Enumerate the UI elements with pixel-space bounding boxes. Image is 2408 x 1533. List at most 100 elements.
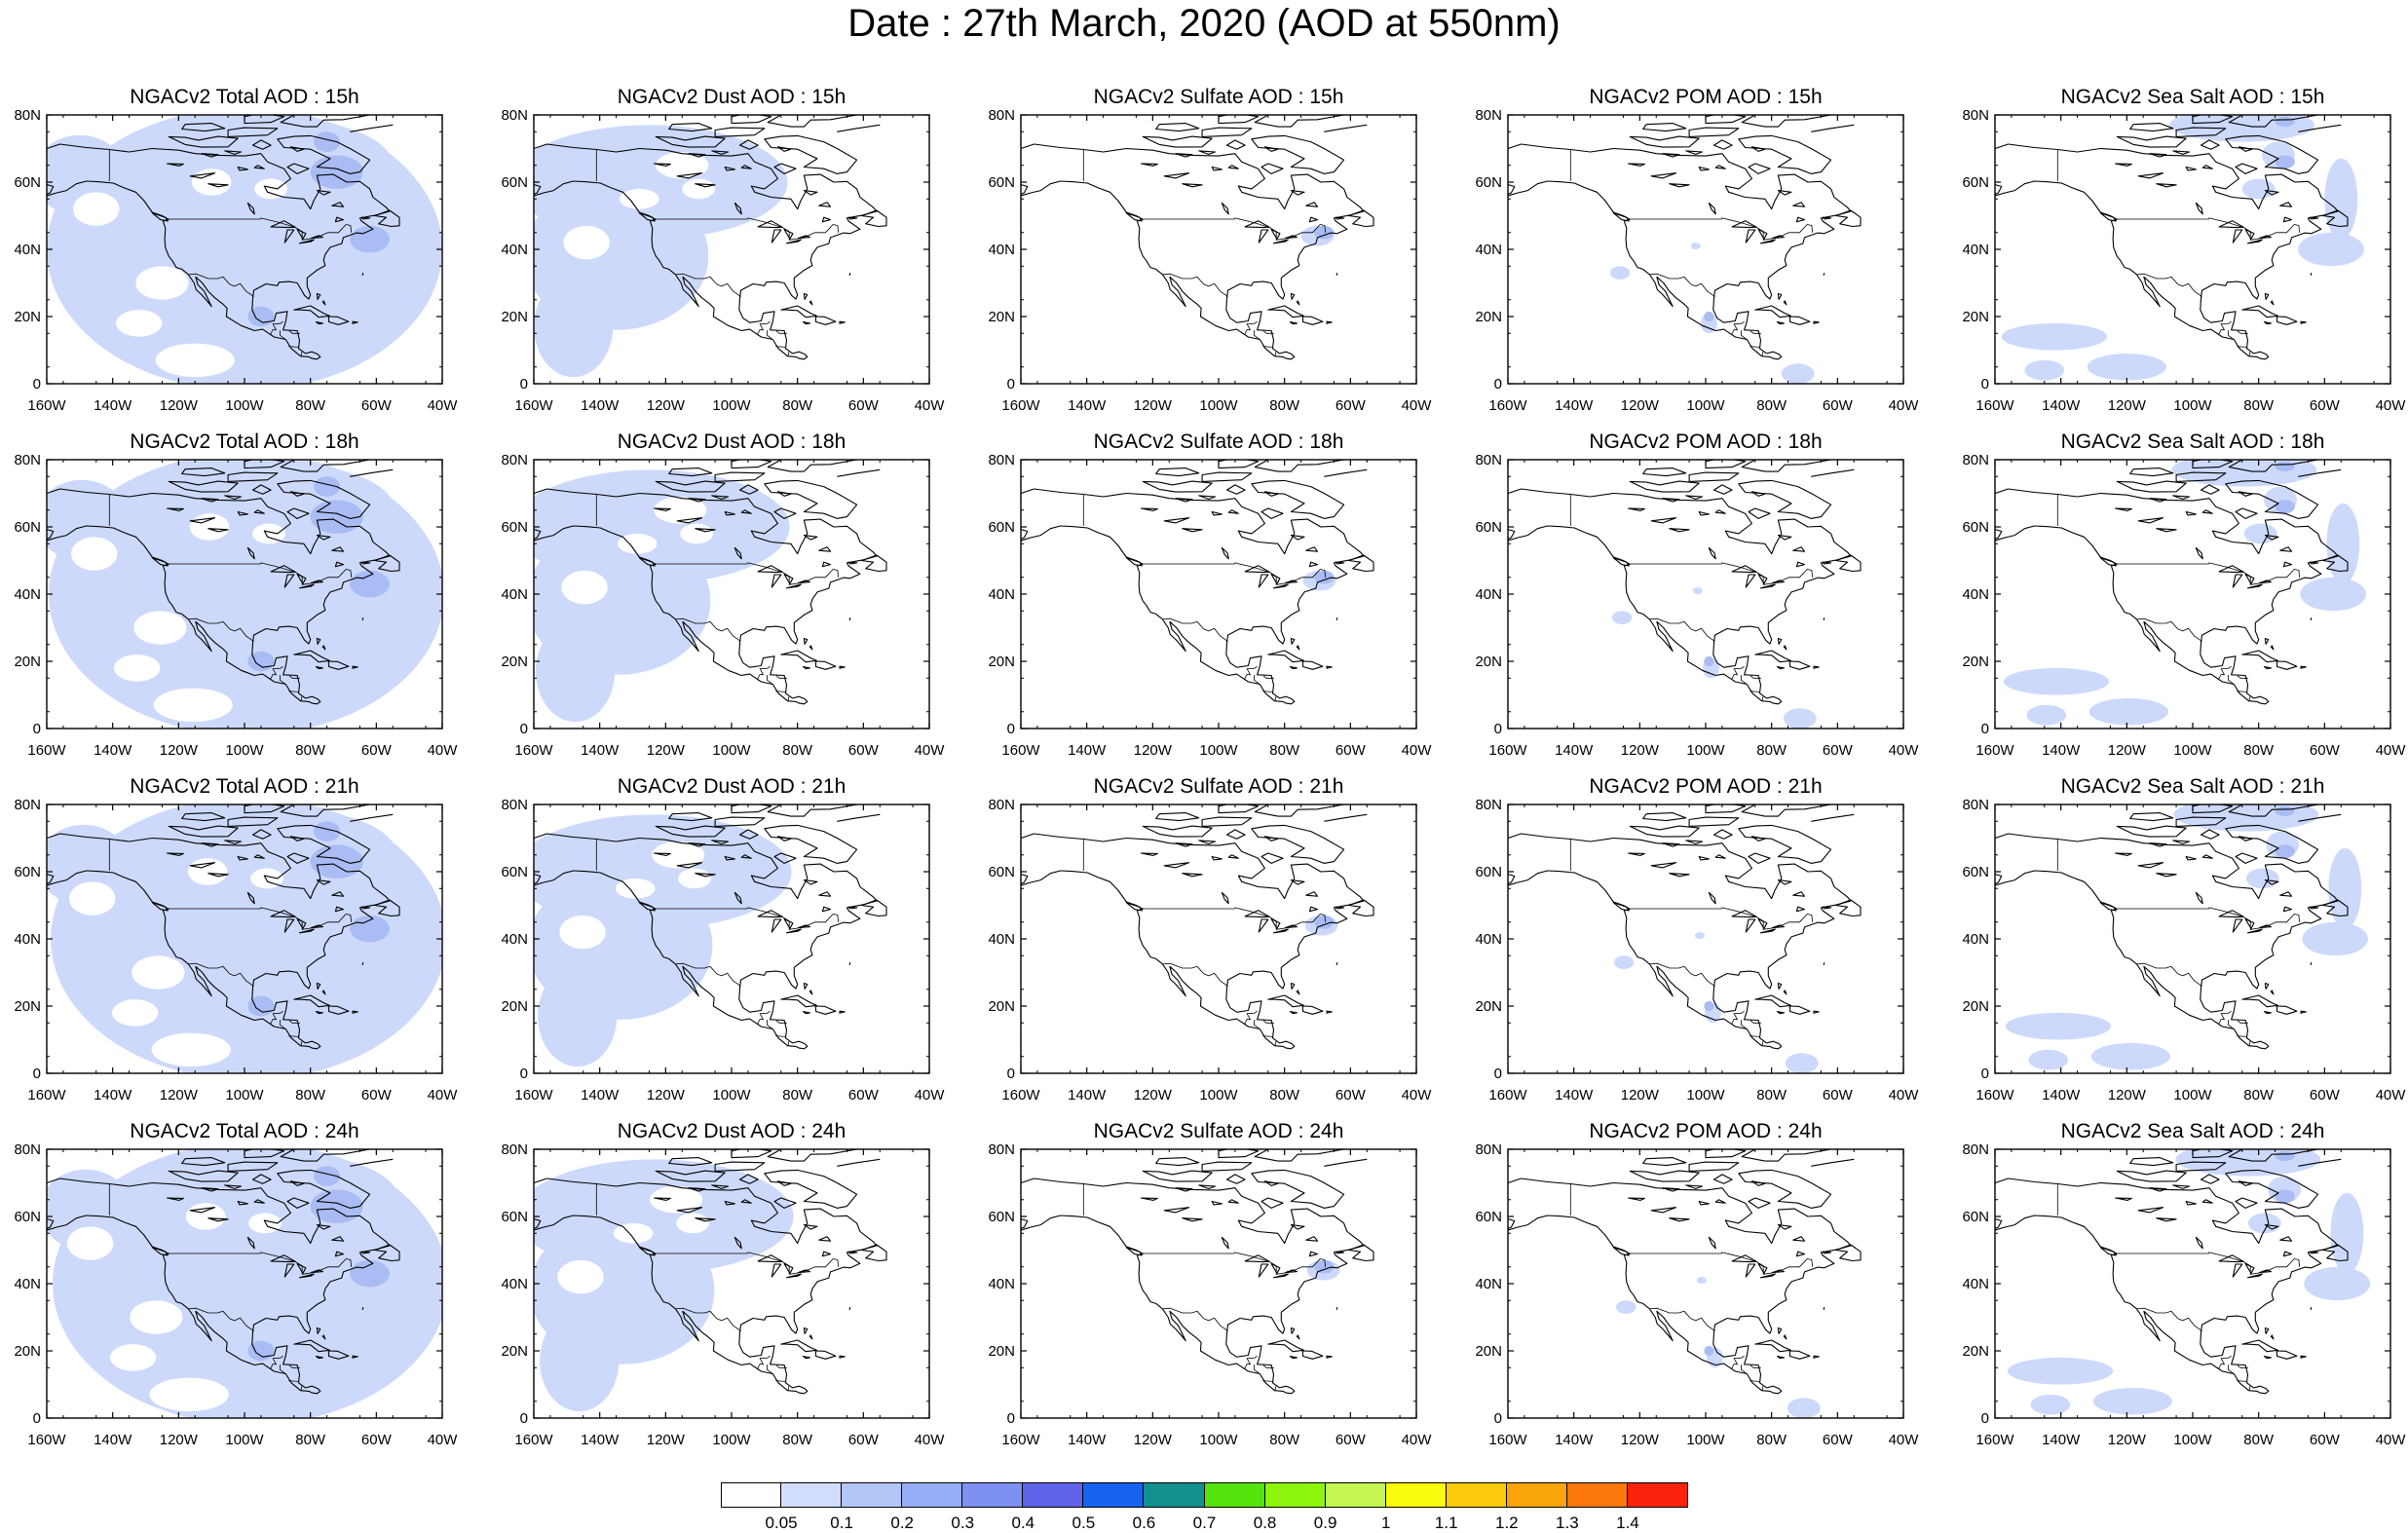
x-tick-label: 80W bbox=[782, 1087, 813, 1103]
y-tick-label: 40N bbox=[1475, 931, 1502, 948]
aod-clear-region bbox=[559, 915, 606, 950]
aod-field bbox=[1300, 225, 1335, 246]
x-tick-label: 140W bbox=[2042, 1087, 2081, 1103]
y-tick-label: 0 bbox=[33, 1066, 41, 1082]
x-tick-label: 40W bbox=[1402, 742, 1433, 759]
colorbar-label: 0.6 bbox=[1132, 1514, 1156, 1532]
y-tick-label: 40N bbox=[501, 1276, 528, 1292]
x-tick-label: 160W bbox=[27, 742, 66, 759]
colorbar-box bbox=[1506, 1482, 1567, 1508]
coastlines bbox=[534, 804, 887, 1050]
aod-region bbox=[168, 1152, 399, 1248]
y-tick-label: 60N bbox=[14, 864, 41, 880]
y-tick-label: 0 bbox=[1494, 1410, 1502, 1427]
aod-field bbox=[1609, 243, 1815, 384]
plot-frame bbox=[1507, 804, 1904, 1074]
colorbar-label: 0.5 bbox=[1072, 1514, 1096, 1532]
panel-title: NGACv2 Dust AOD : 18h bbox=[617, 430, 847, 453]
x-tick-label: 80W bbox=[2243, 1432, 2275, 1448]
y-tick-label: 0 bbox=[1007, 1410, 1015, 1427]
x-tick-label: 40W bbox=[2376, 397, 2407, 414]
aod-field bbox=[534, 1159, 794, 1412]
x-tick-label: 160W bbox=[1001, 397, 1040, 414]
x-tick-label: 60W bbox=[848, 397, 880, 414]
coastlines bbox=[1995, 115, 2349, 360]
colorbar-label: 0.05 bbox=[765, 1514, 798, 1532]
y-tick-label: 40N bbox=[988, 586, 1015, 603]
y-tick-label: 60N bbox=[501, 519, 528, 536]
y-tick-label: 0 bbox=[520, 721, 528, 737]
aod-clear-region bbox=[650, 1185, 703, 1214]
aod-clear-region bbox=[187, 858, 228, 885]
x-tick-label: 140W bbox=[2042, 742, 2081, 759]
map-panel: NGACv2 Total AOD : 24h 0 20N 40N 60N 80N 160W 1… bbox=[0, 1120, 487, 1466]
x-tick-label: 100W bbox=[225, 397, 264, 414]
y-tick-label: 60N bbox=[14, 1209, 41, 1225]
x-tick-label: 100W bbox=[1199, 1087, 1238, 1103]
y-tick-label: 80N bbox=[14, 1141, 41, 1158]
y-tick-label: 40N bbox=[501, 586, 528, 603]
main-title: Date : 27th March, 2020 (AOD at 550nm) bbox=[847, 2, 1561, 45]
coastlines bbox=[1508, 804, 1862, 1050]
aod-clear-region bbox=[185, 1203, 226, 1230]
map-plot: 0 20N 40N 60N 80N 160W 140W 120W 100W 80W 60W 40W bbox=[1962, 107, 2407, 414]
panel-title: NGACv2 Total AOD : 18h bbox=[130, 430, 359, 453]
aod-region bbox=[2241, 178, 2276, 200]
aod-field bbox=[47, 115, 442, 384]
aod-clear-region bbox=[73, 192, 120, 226]
colorbar-box bbox=[1083, 1482, 1145, 1508]
aod-clear-region bbox=[613, 1222, 654, 1244]
map-panel: NGACv2 POM AOD : 18h 0 20N 40N 60N 80N 160W 140… bbox=[1461, 430, 1948, 776]
aod-region bbox=[2304, 1266, 2371, 1301]
colorbar-box bbox=[1325, 1482, 1386, 1508]
aod-region bbox=[1783, 708, 1817, 729]
x-tick-label: 40W bbox=[1402, 397, 1433, 414]
coastlines bbox=[1021, 460, 1374, 705]
y-tick-label: 40N bbox=[1475, 242, 1502, 258]
y-tick-label: 60N bbox=[501, 1209, 528, 1225]
map-plot: 0 20N 40N 60N 80N 160W 140W 120W 100W 80W 60W 40W bbox=[988, 452, 1433, 759]
y-tick-label: 80N bbox=[988, 797, 1015, 813]
aod-strong-region bbox=[2275, 1189, 2295, 1204]
colorbar-label: 0.7 bbox=[1192, 1514, 1217, 1532]
colorbar-label: 0.1 bbox=[830, 1514, 853, 1532]
aod-strong-region bbox=[310, 844, 363, 879]
aod-clear-region bbox=[676, 1213, 709, 1234]
coastlines bbox=[1508, 460, 1862, 705]
aod-clear-region bbox=[66, 1226, 114, 1260]
x-tick-label: 80W bbox=[295, 397, 326, 414]
y-tick-label: 40N bbox=[14, 931, 41, 948]
plot-frame bbox=[1507, 1148, 1904, 1419]
aod-strong-region bbox=[314, 131, 341, 152]
map-plot: 0 20N 40N 60N 80N 160W 140W 120W 100W 80W 60W 40W bbox=[988, 107, 1433, 414]
aod-colorbar: 0.05 0.1 0.2 0.3 0.4 0.5 0.6 0.7 0.8 0.9 1 1.1 1.2 1.… bbox=[721, 1482, 1688, 1532]
x-tick-label: 40W bbox=[2376, 742, 2407, 759]
x-tick-label: 100W bbox=[1199, 397, 1238, 414]
x-tick-label: 80W bbox=[295, 1432, 326, 1448]
y-tick-label: 0 bbox=[1007, 1066, 1015, 1082]
y-tick-label: 20N bbox=[501, 309, 528, 325]
x-tick-label: 80W bbox=[1756, 1087, 1787, 1103]
map-plot: 0 20N 40N 60N 80N 160W 140W 120W 100W 80W 60W 40W bbox=[1962, 797, 2406, 1103]
x-tick-label: 60W bbox=[1336, 397, 1367, 414]
panel-title: NGACv2 Total AOD : 24h bbox=[130, 1120, 359, 1142]
aod-field bbox=[47, 804, 442, 1073]
y-tick-label: 20N bbox=[1962, 1343, 1989, 1360]
aod-clear-region bbox=[47, 1039, 116, 1073]
y-tick-label: 80N bbox=[14, 452, 41, 468]
aod-clear-region bbox=[254, 178, 287, 200]
y-tick-label: 80N bbox=[1962, 1141, 1989, 1158]
colorbar-label: 0.4 bbox=[1011, 1514, 1035, 1532]
y-tick-label: 40N bbox=[501, 242, 528, 258]
plot-frame bbox=[1020, 114, 1417, 385]
map-panel: NGACv2 POM AOD : 15h 0 20N 40N 60N 80N 160W 140… bbox=[1461, 86, 1948, 431]
x-tick-label: 80W bbox=[295, 1087, 326, 1103]
x-tick-label: 60W bbox=[361, 397, 393, 414]
aod-strong-region bbox=[1314, 570, 1335, 584]
y-tick-label: 20N bbox=[988, 998, 1015, 1015]
map-plot: 0 20N 40N 60N 80N 160W 140W 120W 100W 80W 60W 40W bbox=[1475, 797, 1919, 1103]
aod-strong-region bbox=[1704, 1000, 1714, 1012]
x-tick-label: 140W bbox=[581, 1432, 620, 1448]
x-tick-label: 120W bbox=[2108, 742, 2147, 759]
aod-strong-region bbox=[310, 155, 363, 189]
